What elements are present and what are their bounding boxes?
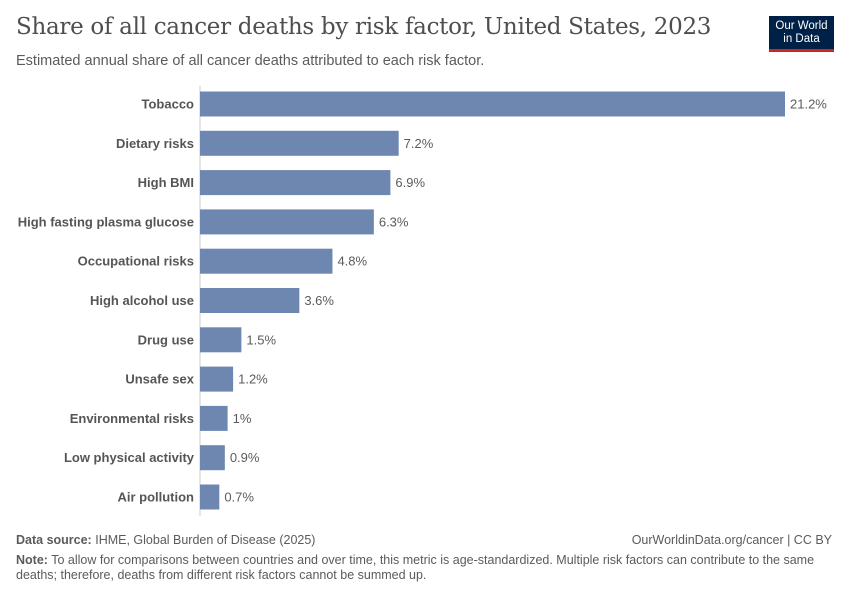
- bar[interactable]: [200, 248, 333, 274]
- chart-title: Share of all cancer deaths by risk facto…: [16, 14, 712, 40]
- value-label: 0.9%: [230, 450, 260, 465]
- value-label: 1%: [233, 411, 252, 426]
- bar[interactable]: [200, 405, 228, 431]
- value-label: 3.6%: [304, 293, 334, 308]
- category-label: Low physical activity: [64, 450, 195, 465]
- source-link[interactable]: IHME, Global Burden of Disease (2025): [95, 533, 316, 547]
- data-source: Data source: IHME, Global Burden of Dise…: [16, 533, 316, 547]
- category-label: Environmental risks: [70, 411, 194, 426]
- value-label: 6.3%: [379, 214, 409, 229]
- category-label: High alcohol use: [90, 293, 194, 308]
- category-label: Tobacco: [142, 97, 195, 112]
- value-label: 21.2%: [790, 97, 827, 112]
- value-label: 4.8%: [337, 254, 367, 269]
- bar[interactable]: [200, 288, 300, 313]
- chart-subtitle: Estimated annual share of all cancer dea…: [16, 53, 485, 69]
- value-label: 1.5%: [246, 332, 276, 347]
- value-label: 6.9%: [395, 175, 425, 190]
- bar[interactable]: [200, 209, 374, 235]
- category-label: Unsafe sex: [125, 372, 194, 387]
- bar[interactable]: [200, 91, 785, 117]
- bar[interactable]: [200, 445, 225, 471]
- category-label: Air pollution: [117, 490, 194, 505]
- bar[interactable]: [200, 366, 234, 392]
- category-label: Dietary risks: [116, 136, 194, 151]
- bar[interactable]: [200, 130, 399, 156]
- value-label: 0.7%: [224, 490, 254, 505]
- bar[interactable]: [200, 327, 242, 353]
- value-label: 1.2%: [238, 372, 268, 387]
- bar[interactable]: [200, 170, 391, 196]
- url-license[interactable]: OurWorldinData.org/cancer | CC BY: [631, 533, 832, 547]
- bar[interactable]: [200, 484, 220, 510]
- category-label: Occupational risks: [78, 254, 194, 269]
- category-label: High BMI: [138, 175, 194, 190]
- category-label: Drug use: [138, 332, 194, 347]
- owid-logo[interactable]: Our World in Data: [769, 16, 834, 52]
- value-label: 7.2%: [404, 136, 434, 151]
- category-label: High fasting plasma glucose: [18, 214, 194, 229]
- note: Note: To allow for comparisons between c…: [16, 553, 815, 582]
